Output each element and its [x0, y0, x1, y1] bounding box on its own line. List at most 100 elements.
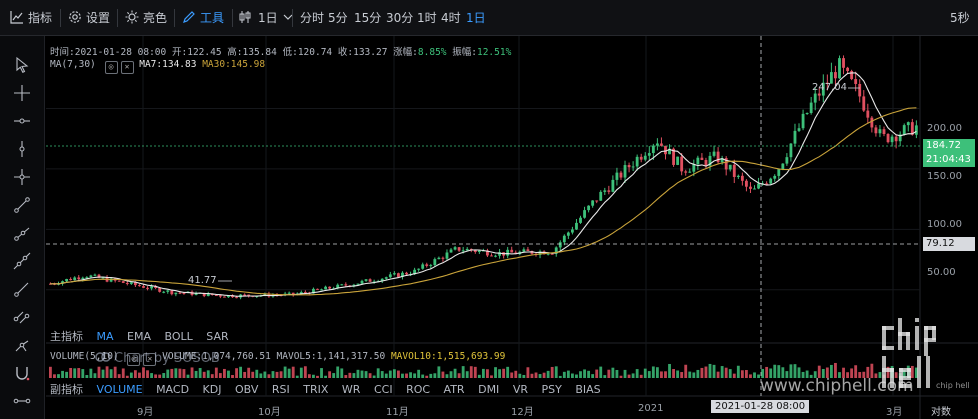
period-15min[interactable]: 15分: [354, 11, 382, 25]
theme-button[interactable]: 亮色: [125, 0, 167, 36]
candle-body: [781, 163, 785, 170]
indicators-button[interactable]: 指标: [10, 0, 52, 36]
volume-close-icon[interactable]: ✕: [143, 353, 157, 366]
cross-line-tool[interactable]: [13, 168, 31, 186]
pitchfork-tool[interactable]: [13, 336, 31, 354]
volume-bar: [550, 366, 554, 378]
magnet-tool[interactable]: [13, 364, 31, 382]
tools-button[interactable]: 工具: [182, 0, 224, 36]
extended-line-tool[interactable]: [13, 252, 31, 270]
segment-tool[interactable]: [13, 280, 31, 298]
volume-bar: [405, 373, 408, 378]
volume-bar: [619, 375, 623, 378]
volume-bar: [728, 369, 732, 378]
delete-drawings-tool[interactable]: [13, 392, 31, 410]
volume-bar: [745, 370, 748, 378]
volume-bar: [579, 371, 582, 378]
parallel-line-tool[interactable]: [13, 308, 31, 326]
candle-body: [453, 247, 457, 250]
period-5min[interactable]: 5分: [328, 11, 348, 25]
volume-bar: [182, 369, 186, 378]
tab-bias[interactable]: BIAS: [575, 383, 601, 396]
tab-trix[interactable]: TRIX: [303, 383, 329, 396]
candle-body: [769, 178, 773, 184]
period-30min[interactable]: 30分: [386, 11, 414, 25]
period-1h[interactable]: 1时: [417, 11, 437, 25]
candle-body: [344, 284, 348, 286]
volume-bar: [287, 368, 291, 378]
tab-kdj[interactable]: KDJ: [202, 383, 222, 396]
tab-ma[interactable]: MA: [96, 330, 114, 343]
tab-volume[interactable]: VOLUME: [96, 383, 143, 396]
tab-psy[interactable]: PSY: [541, 383, 562, 396]
tab-wr[interactable]: WR: [341, 383, 361, 396]
candle-body: [700, 157, 704, 160]
volume-bar: [271, 371, 275, 378]
candle-body: [846, 67, 849, 72]
volume-bar: [291, 366, 295, 378]
volume-bar: [680, 372, 684, 378]
volume-bar: [227, 370, 230, 378]
candle-body: [465, 248, 469, 251]
candle-body: [522, 249, 526, 252]
ma-close-icon[interactable]: ✕: [120, 61, 134, 74]
tab-roc[interactable]: ROC: [406, 383, 431, 396]
crosshair-tool[interactable]: [13, 84, 31, 102]
volume-settings-icon[interactable]: ◎: [127, 353, 141, 366]
horizontal-line-tool[interactable]: [13, 112, 31, 130]
refresh-interval[interactable]: 5秒: [950, 11, 970, 25]
period-dropdown[interactable]: 1日: [258, 0, 293, 36]
volume-bar: [740, 370, 744, 378]
tab-boll[interactable]: BOLL: [164, 330, 193, 343]
volume-bar: [769, 368, 773, 378]
candle-body: [81, 277, 85, 280]
tab-macd[interactable]: MACD: [156, 383, 190, 396]
tab-atr[interactable]: ATR: [443, 383, 465, 396]
period-1d[interactable]: 1日: [466, 11, 486, 25]
tab-dmi[interactable]: DMI: [478, 383, 500, 396]
volume-bar: [376, 368, 380, 378]
trend-line-tool[interactable]: [13, 196, 31, 214]
volume-bar: [235, 368, 238, 378]
candle-body: [227, 295, 230, 298]
candle-body: [457, 247, 461, 251]
sosob-watermark: Chart by SOSOB: [95, 351, 220, 366]
volume-bar: [627, 374, 631, 378]
candle-body: [805, 112, 809, 114]
candle-body: [235, 297, 238, 299]
candle-body: [736, 175, 740, 177]
cursor-tool[interactable]: [13, 56, 31, 74]
tab-rsi[interactable]: RSI: [271, 383, 290, 396]
tab-vr[interactable]: VR: [512, 383, 528, 396]
volume-bar: [65, 371, 69, 378]
volume-name: VOLUME(5,10): [50, 351, 119, 362]
tab-cci[interactable]: CCI: [373, 383, 393, 396]
volume-bar: [477, 374, 481, 378]
tab-obv[interactable]: OBV: [234, 383, 259, 396]
volume-bar: [259, 373, 263, 378]
log-scale-button[interactable]: 对数: [931, 407, 951, 418]
tab-ema[interactable]: EMA: [127, 330, 151, 343]
candle-body: [631, 166, 635, 168]
period-4h[interactable]: 4时: [441, 11, 461, 25]
candle-type-button[interactable]: [239, 0, 251, 36]
period-1min[interactable]: 分时: [300, 11, 325, 25]
tab-sar[interactable]: SAR: [206, 330, 229, 343]
vertical-line-tool[interactable]: [13, 140, 31, 158]
volume-bar: [303, 366, 307, 378]
volume-bar: [554, 366, 558, 378]
price-tick: 100.00: [927, 219, 962, 230]
volume-bar: [332, 373, 336, 378]
ray-tool[interactable]: [13, 224, 31, 242]
candle-body: [728, 164, 732, 170]
candle-body: [328, 286, 332, 289]
candle-body: [793, 130, 797, 144]
volume-bar: [870, 363, 874, 378]
candle-body: [93, 274, 97, 276]
volume-bar: [785, 371, 789, 378]
volume-bar: [316, 375, 319, 378]
ma-settings-icon[interactable]: ◎: [104, 61, 118, 74]
settings-button[interactable]: 设置: [68, 0, 110, 36]
candle-body: [672, 148, 675, 165]
